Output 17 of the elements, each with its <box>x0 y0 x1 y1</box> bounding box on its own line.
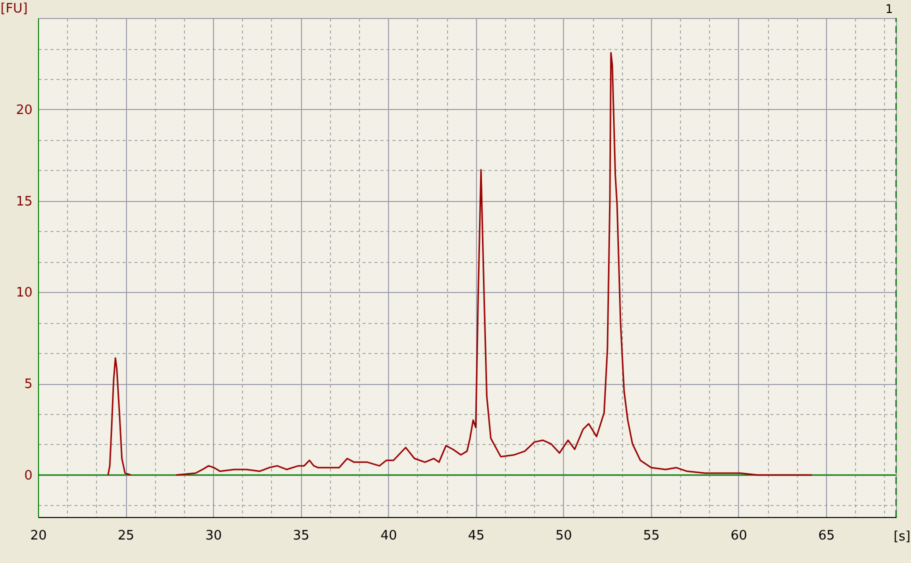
x-axis-title: [s] <box>894 530 910 544</box>
y-tick-label: 0 <box>24 468 32 484</box>
y-tick-label: 15 <box>16 194 32 210</box>
y-tick-label: 5 <box>24 377 32 392</box>
x-tick-label: 55 <box>643 528 660 544</box>
x-tick-label: 35 <box>292 528 310 544</box>
x-tick-label: 30 <box>205 528 222 544</box>
x-tick-label: 40 <box>380 528 397 544</box>
x-tick-label: 45 <box>468 528 485 544</box>
y-tick-label: 20 <box>16 102 32 118</box>
annotation: 1 <box>885 2 893 16</box>
x-tick-label: 50 <box>556 528 572 544</box>
x-tick-label: 60 <box>730 528 748 544</box>
y-tick-label: 10 <box>16 286 32 301</box>
x-tick-label: 25 <box>118 528 134 544</box>
y-axis-title: [FU] <box>0 2 28 16</box>
x-tick-label: 65 <box>818 528 835 544</box>
